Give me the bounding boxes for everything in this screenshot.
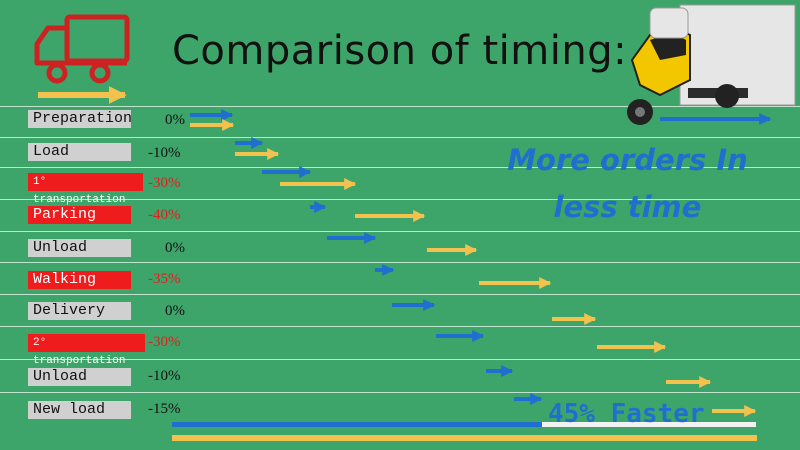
step-saving-parking: -40% <box>148 207 181 223</box>
step-saving-second-transportation: -30% <box>148 334 181 350</box>
slogan-line-1: More orders In <box>507 143 748 177</box>
step-saving-unload: 0% <box>165 240 185 256</box>
step-label-second-transportation: 2° transportation <box>28 334 145 367</box>
row-divider <box>0 294 800 295</box>
step-label-unload-2: Unload <box>28 368 131 386</box>
row-divider <box>0 231 800 232</box>
row-divider <box>0 106 800 107</box>
step-saving-unload-2: -10% <box>148 368 181 384</box>
row-divider <box>0 199 800 200</box>
delivery-truck-icon <box>34 14 130 84</box>
row-divider <box>0 137 800 138</box>
step-saving-first-transportation: -30% <box>148 175 181 191</box>
page-title: Comparison of timing: <box>172 28 628 74</box>
total-bar-new-remainder <box>542 422 756 427</box>
step-label-delivery: Delivery <box>28 302 131 320</box>
row-divider <box>0 262 800 263</box>
step-saving-load: -10% <box>148 145 181 161</box>
step-saving-walking: -35% <box>148 271 181 287</box>
step-label-unload: Unload <box>28 239 131 257</box>
step-arrows <box>190 109 757 417</box>
row-divider <box>0 167 800 168</box>
total-bar-new <box>172 422 542 427</box>
slogan-line-2: less time <box>553 190 702 224</box>
row-divider <box>0 359 800 360</box>
step-label-new-load: New load <box>28 401 131 419</box>
step-label-walking: Walking <box>28 271 131 289</box>
step-label-preparation: Preparation <box>28 110 132 128</box>
step-saving-preparation: 0% <box>165 112 185 128</box>
faster-label: 45% Faster <box>548 399 705 429</box>
step-saving-delivery: 0% <box>165 303 185 319</box>
electric-cargo-trike-image <box>627 4 796 125</box>
row-divider <box>0 326 800 327</box>
total-bar-old <box>172 435 757 441</box>
step-label-first-transportation: 1° transportation <box>28 173 143 206</box>
step-saving-new-load: -15% <box>148 401 181 417</box>
step-label-load: Load <box>28 143 131 161</box>
row-divider <box>0 392 800 393</box>
step-label-parking: Parking <box>28 206 131 224</box>
